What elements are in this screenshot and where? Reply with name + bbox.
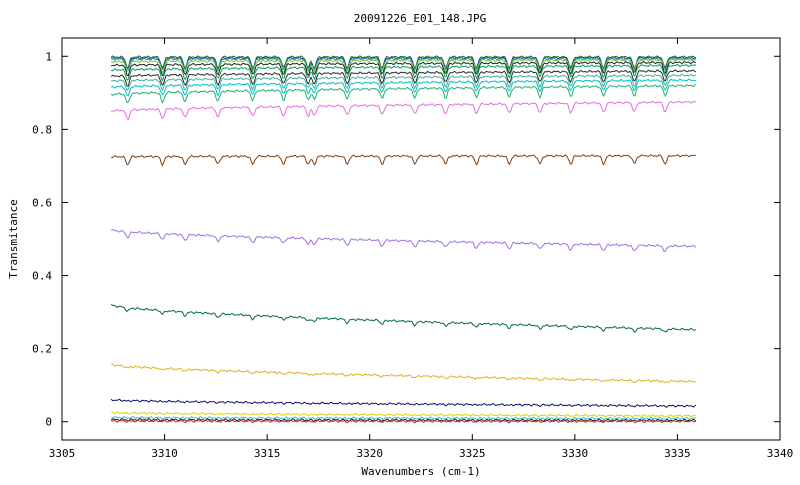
x-tick-label: 3335: [664, 447, 691, 460]
series-line: [110, 100, 697, 121]
y-tick-label: 0.2: [32, 343, 52, 356]
series-line: [111, 363, 696, 384]
x-tick-label: 3330: [562, 447, 589, 460]
series-line: [110, 84, 697, 104]
x-tick-label: 3340: [767, 447, 794, 460]
series-line: [110, 69, 697, 87]
y-tick-label: 0.4: [32, 270, 52, 283]
series-group: [110, 55, 697, 424]
series-line: [111, 73, 697, 92]
series-line: [110, 78, 696, 97]
series-line: [110, 303, 697, 334]
x-tick-label: 3325: [459, 447, 486, 460]
plot-frame: [61, 37, 781, 441]
series-line: [110, 61, 697, 77]
series-line: [111, 57, 697, 72]
series-line: [111, 419, 697, 424]
series-line: [110, 398, 697, 408]
chart-title: 20091226_E01_148.JPG: [354, 12, 486, 25]
y-tick-label: 0.6: [32, 196, 52, 209]
x-axis-label: Wavenumbers (cm-1): [361, 465, 480, 478]
series-line: [111, 411, 697, 418]
axis-ticks: 3305 3310 3315 3320 3325 3330 3335 3340 0 0.2 0.4 0…: [32, 38, 793, 460]
series-line: [111, 154, 696, 167]
series-line: [110, 229, 697, 253]
y-tick-label: 0: [45, 416, 52, 429]
x-tick-label: 3310: [151, 447, 178, 460]
x-tick-label: 3320: [356, 447, 383, 460]
x-tick-label: 3315: [254, 447, 281, 460]
y-axis-label: Transmitance: [7, 199, 20, 278]
series-line: [110, 58, 697, 74]
x-tick-label: 3305: [49, 447, 76, 460]
y-tick-label: 1: [45, 50, 52, 63]
y-tick-label: 0.8: [32, 123, 52, 136]
series-line: [110, 55, 697, 70]
series-line: [111, 63, 696, 82]
series-line: [110, 415, 696, 421]
